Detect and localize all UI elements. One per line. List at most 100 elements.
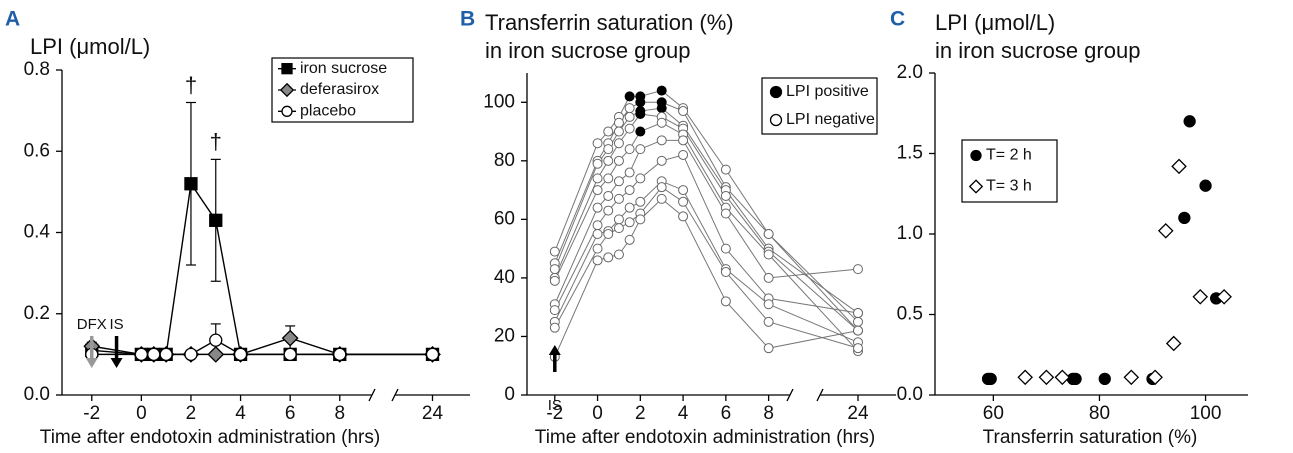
axis-break-mark [786,388,794,402]
x-tick-label: 8 [763,403,774,424]
legend-box [761,77,878,135]
data-point [1123,369,1140,386]
data-point [853,325,863,336]
data-point [1069,372,1082,386]
panel-letter: C [890,8,905,31]
data-point [147,347,161,362]
data-point [720,164,731,175]
annotation: † [185,72,197,97]
data-point [333,347,347,362]
data-point [763,272,774,283]
data-point [1017,369,1033,386]
data-point [549,305,560,316]
x-tick-label: 24 [847,403,869,424]
x-tick-label: -2 [83,403,100,424]
x-tick-label: 100 [1190,403,1222,424]
x-axis-label: Time after endotoxin administration (hrs… [40,427,380,448]
y-tick-label: 60 [494,208,515,229]
data-point [549,264,560,275]
data-point [1178,211,1191,225]
data-point [624,111,635,122]
chart-title: LPI (μmol/L) [935,10,1055,35]
data-point [678,106,689,117]
legend-text: deferasirox [300,81,379,98]
data-point [1098,372,1111,386]
data-point [603,126,614,137]
data-point [720,267,731,278]
data-point [635,108,646,119]
y-tick-label: 0.2 [24,303,50,324]
data-point [283,347,297,362]
y-tick-label: 80 [494,150,515,171]
y-tick-label: 0.0 [24,384,50,405]
data-point [635,97,646,108]
x-tick-label: 8 [334,403,345,424]
data-point [1165,335,1182,352]
data-point [624,144,635,155]
data-point [209,213,223,227]
data-point [678,185,689,196]
chart-title: LPI (μmol/L) [30,34,150,59]
data-point [624,234,635,245]
legend-marker [968,179,984,194]
data-point [281,329,299,347]
data-point [603,173,614,184]
data-point [720,208,731,219]
data-point [613,214,624,225]
data-point [592,243,603,254]
data-point [549,322,560,333]
data-point [603,190,614,201]
data-point [1199,179,1212,192]
data-point [656,135,667,146]
panel-letter: B [460,8,475,31]
data-point [624,103,635,114]
data-point [209,333,223,347]
legend-text: placebo [300,103,356,120]
data-point [763,229,774,239]
data-point [592,185,603,196]
legend-text: iron sucrose [300,60,387,77]
y-tick-label: 20 [494,325,515,346]
y-tick-label: 1.5 [897,143,923,164]
data-point [1157,222,1174,239]
data-point [613,138,624,149]
x-tick-label: 2 [635,403,646,424]
data-point [603,229,614,239]
legend-marker [281,105,293,117]
data-point [613,155,624,166]
data-point [592,220,603,231]
axis-break-mark [368,388,376,402]
legend-marker [769,113,783,127]
axis-break-mark [391,388,399,402]
data-point [678,135,689,146]
annotation-arrowhead [85,358,98,368]
data-point [763,249,774,260]
legend-marker [769,85,783,99]
data-point [853,343,863,354]
data-point [134,347,149,362]
annotation: IS [109,316,123,333]
legend-marker [281,63,293,75]
y-tick-label: 0.8 [24,59,50,80]
data-point [853,316,863,327]
data-point [184,347,198,362]
data-point [1183,115,1196,128]
x-tick-label: -2 [546,403,563,424]
chart-title: in iron sucrose group [485,38,690,63]
legend-text: T= 3 h [986,178,1032,195]
data-point [613,193,624,204]
y-tick-label: 0.5 [897,304,923,325]
legend-text: T= 2 h [986,147,1032,164]
data-point [763,299,774,310]
data-point [233,347,248,362]
data-point [635,144,646,155]
series-line [91,181,433,356]
subject-line [554,101,859,323]
data-point [592,229,603,239]
data-point [624,202,635,213]
y-tick-label: 100 [483,91,515,112]
data-point [1171,158,1187,175]
data-point [853,264,863,275]
data-point [592,202,603,213]
